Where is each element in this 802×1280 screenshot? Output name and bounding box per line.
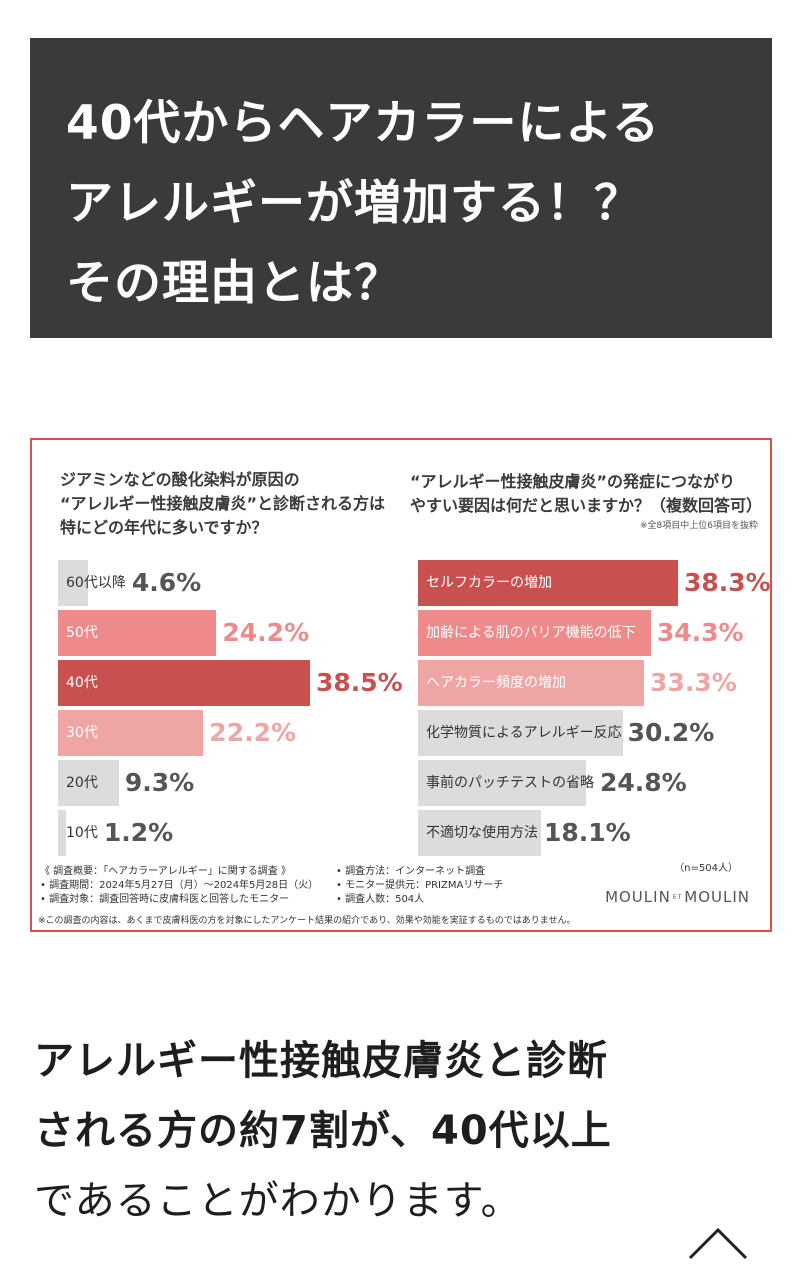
bar-1 xyxy=(418,560,678,606)
bar-value-4: 22.2% xyxy=(209,718,297,747)
footnote-left-line-2: • 調査期間：2024年5月27日（月）〜2024年5月28日（火） xyxy=(40,880,319,891)
logo-left-word: MOULIN xyxy=(605,888,671,906)
left-question-line-3: 特にどの年代に多いですか？ xyxy=(60,518,268,537)
hero-banner: 40代からヘアカラーによる アレルギーが増加する！？ その理由とは？ xyxy=(30,38,772,338)
logo-right-word: MOULIN xyxy=(684,888,750,906)
bar-3 xyxy=(58,660,310,706)
footnote-right: • 調査方法：インターネット調査 • モニター提供元：PRIZMAリサーチ • … xyxy=(336,865,503,907)
left-chart-question: ジアミンなどの酸化染料が原因の “アレルギー性接触皮膚炎”と診断される方は 特に… xyxy=(60,468,385,540)
right-question-line-2: やすい要因は何だと思いますか？（複数回答可） xyxy=(410,496,763,515)
footnote-right-line-1: • 調査方法：インターネット調査 xyxy=(336,866,486,877)
bar-2 xyxy=(58,610,217,656)
bar-label-6: 不適切な使用方法 xyxy=(426,825,538,841)
chevron-up-icon[interactable] xyxy=(686,1220,750,1264)
bar-5 xyxy=(58,760,119,806)
article-body: アレルギー性接触皮膚炎と診断 される方の約7割が、40代以上 であることがわかり… xyxy=(34,1026,794,1236)
bar-label-2: 50代 xyxy=(66,625,98,641)
bar-value-2: 24.2% xyxy=(222,618,310,647)
disclaimer: ※この調査の内容は、あくまで皮膚科医の方を対象にしたアンケート結果の紹介であり、… xyxy=(38,916,576,926)
hero-title-line-3: その理由とは？ xyxy=(66,256,402,311)
bar-value-6: 1.2% xyxy=(103,818,174,847)
footnote-left-line-3: • 調査対象：調査回答時に皮膚科医と回答したモニター xyxy=(40,894,290,905)
left-question-line-1: ジアミンなどの酸化染料が原因の xyxy=(60,470,300,489)
footnote-left: 《 調査概要：「ヘアカラーアレルギー」に関する調査 》 • 調査期間：2024年… xyxy=(40,865,318,907)
bar-label-4: 化学物質によるアレルギー反応 xyxy=(426,725,622,741)
bar-label-4: 30代 xyxy=(66,725,98,741)
bar-4 xyxy=(58,710,204,756)
bar-value-3: 38.5% xyxy=(316,668,403,697)
hero-title-line-1: 40代からヘアカラーによる xyxy=(66,96,660,151)
bar-value-6: 18.1% xyxy=(544,818,631,847)
bar-label-3: 40代 xyxy=(66,675,98,691)
footnote-right-line-2: • モニター提供元：PRIZMAリサーチ xyxy=(336,880,504,891)
bar-value-3: 33.3% xyxy=(650,668,737,697)
bar-value-2: 34.3% xyxy=(656,618,744,647)
logo-et: ET xyxy=(672,894,683,901)
right-chart-note: ※全8項目中上位6項目を抜粋 xyxy=(640,521,758,531)
bar-value-1: 38.3% xyxy=(684,568,771,597)
body-line-2: される方の約7割が、40代以上 xyxy=(34,1108,612,1154)
brand-logo: MOULIN ET MOULIN xyxy=(605,888,750,906)
bar-label-3: ヘアカラー頻度の増加 xyxy=(426,675,566,691)
bar-label-5: 20代 xyxy=(66,775,98,791)
bar-6 xyxy=(418,810,541,856)
survey-figure: ジアミンなどの酸化染料が原因の “アレルギー性接触皮膚炎”と診断される方は 特に… xyxy=(30,438,772,932)
right-chart-question: “アレルギー性接触皮膚炎”の発症につながり やすい要因は何だと思いますか？（複数… xyxy=(410,470,762,518)
bar-label-1: セルフカラーの増加 xyxy=(426,575,552,591)
left-question-line-2: “アレルギー性接触皮膚炎”と診断される方は xyxy=(60,494,386,513)
bar-value-1: 4.6% xyxy=(131,568,202,597)
body-line-3: であることがわかります。 xyxy=(34,1178,522,1224)
right-question-line-1: “アレルギー性接触皮膚炎”の発症につながり xyxy=(410,472,736,491)
sample-size: （n=504人） xyxy=(674,863,738,874)
body-line-1: アレルギー性接触皮膚炎と診断 xyxy=(34,1038,608,1084)
footnote-right-line-3: • 調査人数：504人 xyxy=(336,894,425,905)
footnote-left-line-1: 《 調査概要：「ヘアカラーアレルギー」に関する調査 》 xyxy=(40,866,291,877)
bar-value-5: 24.8% xyxy=(600,768,687,797)
bar-value-5: 9.3% xyxy=(124,768,195,797)
bar-label-5: 事前のパッチテストの省略 xyxy=(426,775,594,791)
bar-label-2: 加齢による肌のバリア機能の低下 xyxy=(426,625,636,641)
bar-2 xyxy=(418,610,651,656)
hero-title-line-2: アレルギーが増加する！？ xyxy=(66,176,642,231)
bar-6 xyxy=(58,810,66,856)
bar-label-1: 60代以降 xyxy=(66,575,126,591)
bar-label-6: 10代 xyxy=(66,825,98,841)
bar-3 xyxy=(418,660,645,706)
bar-1 xyxy=(58,560,89,606)
bar-5 xyxy=(418,760,587,806)
bar-4 xyxy=(418,710,623,756)
bar-value-4: 30.2% xyxy=(627,718,715,747)
